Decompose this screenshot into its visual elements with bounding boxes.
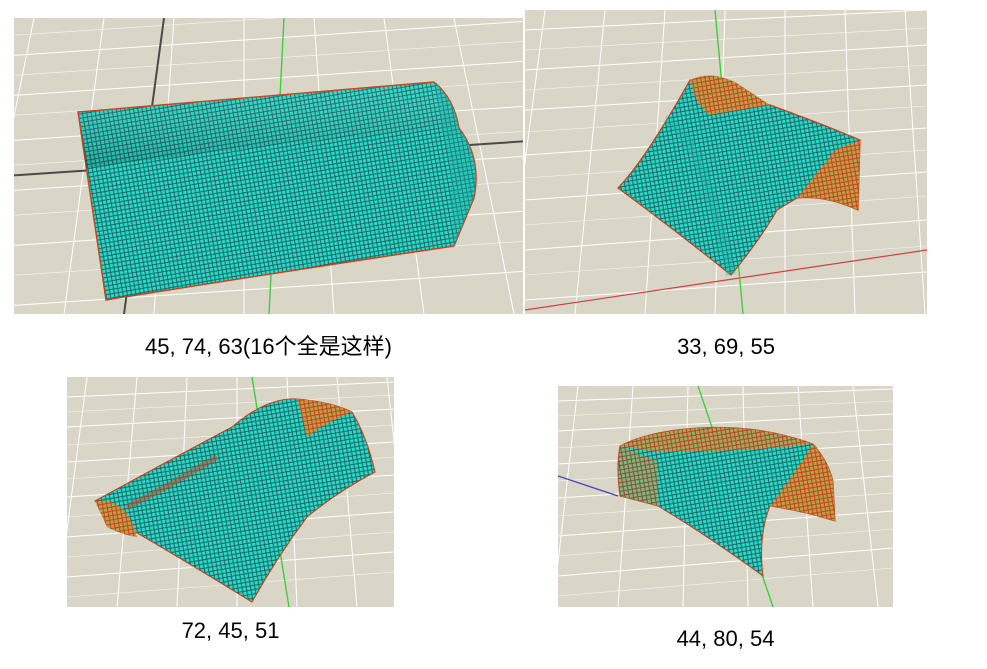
- caption-4: 44, 80, 54: [676, 626, 775, 651]
- caption-3: 72, 45, 51: [181, 618, 280, 643]
- red-axis: [525, 249, 927, 311]
- caption-2: 33, 69, 55: [677, 334, 775, 359]
- mesh-render-3: [67, 377, 394, 607]
- cloth-surface: [617, 426, 836, 578]
- render-panel-1: [14, 18, 523, 314]
- blue-axis: [558, 475, 619, 497]
- cloth-surface: [77, 81, 477, 301]
- render-panel-2: [525, 10, 927, 314]
- cloth-surface: [617, 75, 861, 277]
- mesh-render-1: [14, 18, 523, 314]
- caption-1: 45, 74, 63(16个全是这样): [145, 334, 392, 359]
- mesh-render-2: [525, 10, 927, 314]
- mesh-render-4: [558, 386, 893, 607]
- render-panel-4: [558, 386, 893, 607]
- cloth-surface: [93, 398, 376, 603]
- render-panel-3: [67, 377, 394, 607]
